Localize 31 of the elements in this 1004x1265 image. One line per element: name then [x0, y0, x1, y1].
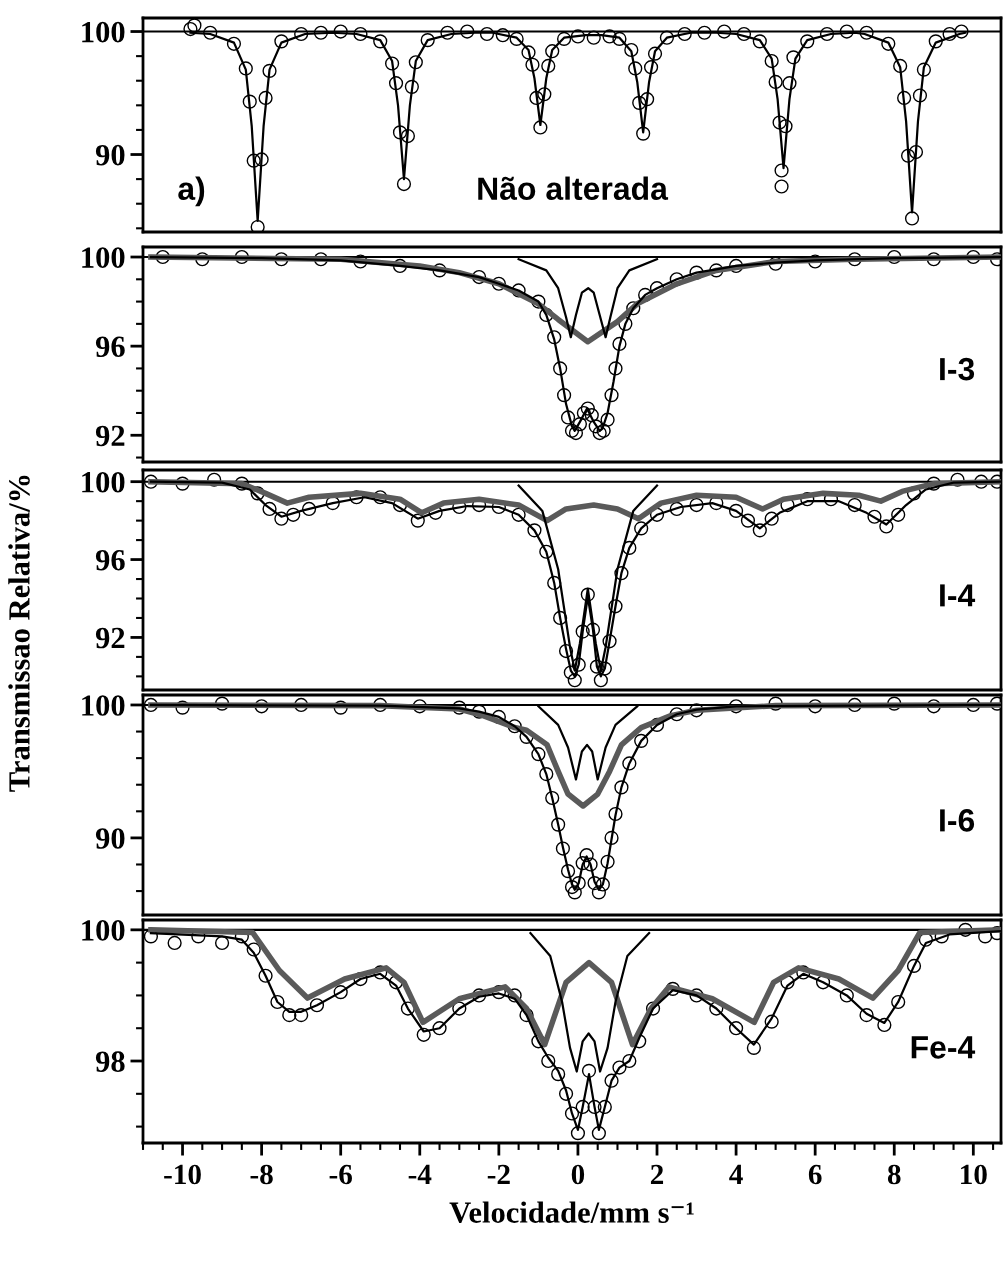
- x-tick-label: 2: [650, 1164, 664, 1185]
- y-axis-title: Transmissao Relativa/%: [8, 475, 30, 792]
- y-tick-label: 96: [95, 549, 125, 571]
- x-tick-label: 6: [808, 1164, 822, 1185]
- x-tick-label: -4: [408, 1164, 432, 1185]
- y-tick-label: 90: [95, 828, 125, 849]
- y-tick-label: 100: [82, 920, 125, 941]
- annotation: I-6: [940, 809, 975, 832]
- y-tick-label: 96: [95, 336, 125, 358]
- annotation: I-3: [940, 357, 975, 381]
- annotation: a): [178, 176, 205, 207]
- x-axis-title: Velocidade/mm s⁻¹: [449, 1201, 694, 1224]
- annotation: I-4: [940, 584, 976, 607]
- x-tick-label: 8: [887, 1164, 901, 1185]
- annotation: Fe-4: [911, 1036, 976, 1059]
- annotation: Não alterada: [478, 176, 669, 201]
- y-tick-label: 100: [82, 471, 125, 493]
- x-tick-label: -2: [487, 1164, 510, 1185]
- y-tick-label: 90: [95, 144, 125, 166]
- x-tick-label: -10: [164, 1164, 201, 1185]
- y-tick-label: 100: [82, 695, 125, 716]
- x-tick-label: 0: [571, 1164, 585, 1185]
- y-tick-label: 92: [95, 425, 125, 447]
- x-tick-label: -8: [250, 1164, 273, 1185]
- y-tick-label: 100: [82, 21, 125, 43]
- y-tick-label: 92: [95, 627, 125, 649]
- y-tick-label: 98: [95, 1051, 125, 1072]
- x-tick-label: -6: [329, 1164, 352, 1185]
- x-tick-label: 10: [961, 1164, 987, 1185]
- x-tick-label: 4: [729, 1164, 743, 1185]
- y-tick-label: 100: [82, 247, 125, 268]
